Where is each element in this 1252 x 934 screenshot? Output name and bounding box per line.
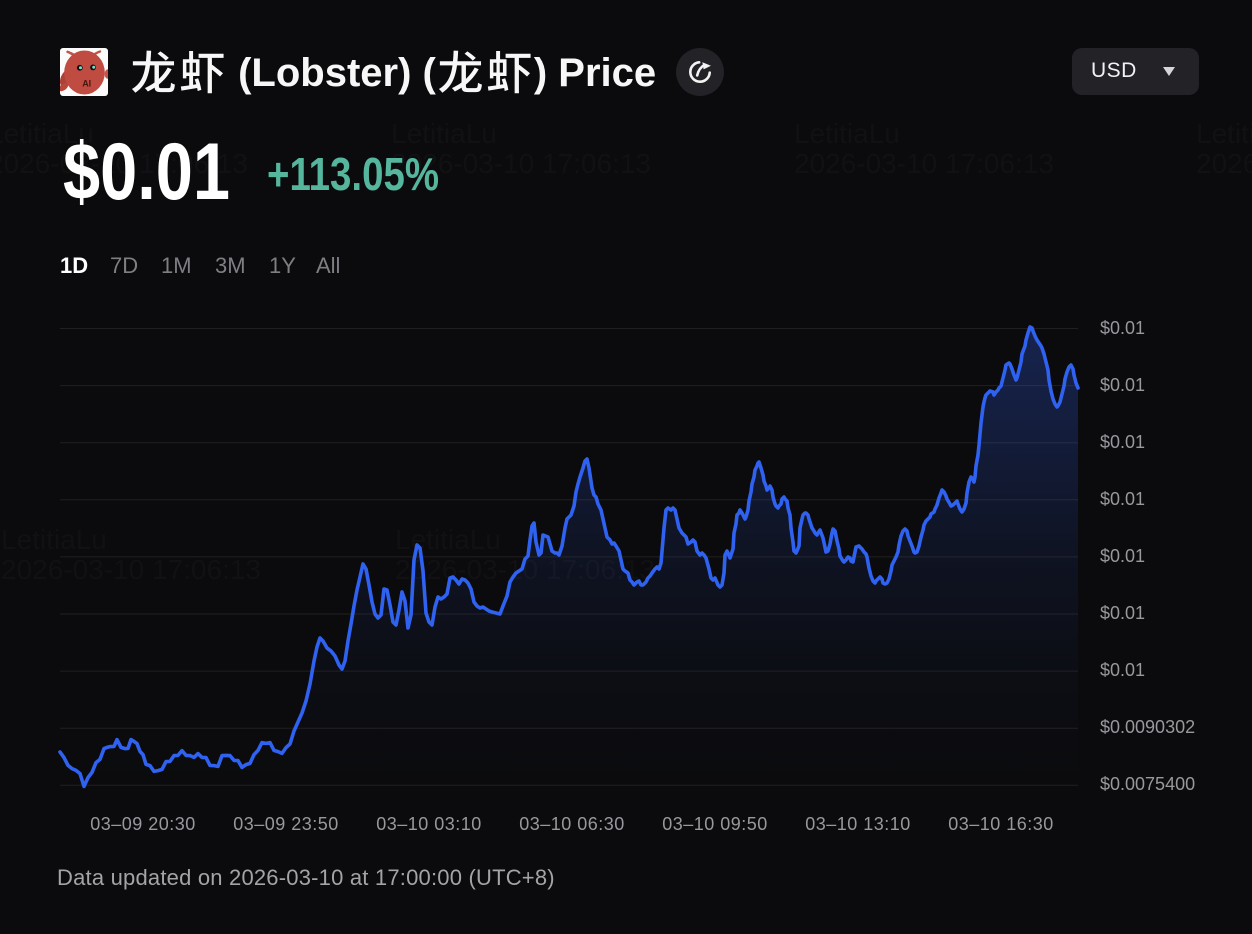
svg-text:$0.01: $0.01 xyxy=(63,127,230,217)
svg-text:AI: AI xyxy=(82,79,91,89)
svg-text:+113.05%: +113.05% xyxy=(267,148,439,200)
